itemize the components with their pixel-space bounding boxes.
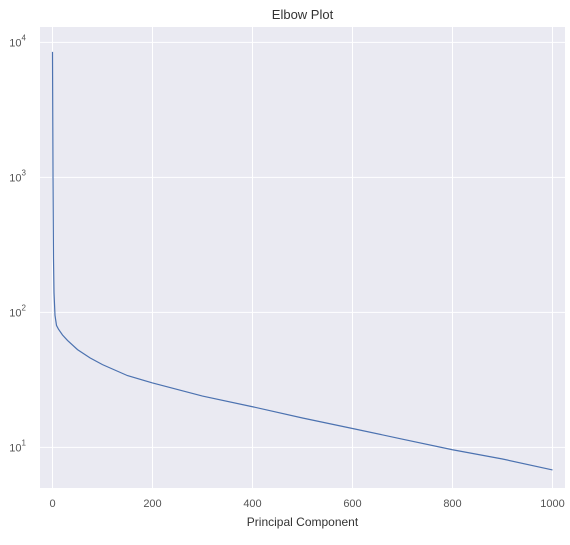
y-axis-ticks: 101 102 103 104 (9, 33, 26, 454)
x-axis-title: Principal Component (247, 515, 359, 529)
x-tick-label: 600 (343, 498, 361, 510)
y-tick-label: 101 (9, 438, 26, 454)
chart-title: Elbow Plot (272, 7, 334, 22)
y-tick-label: 103 (9, 168, 26, 184)
x-axis-ticks: 0 200 400 600 800 1000 (49, 498, 564, 510)
x-tick-label: 1000 (540, 498, 564, 510)
y-tick-label: 102 (9, 303, 26, 319)
x-tick-label: 800 (443, 498, 461, 510)
y-tick-label: 104 (9, 33, 26, 49)
x-tick-label: 200 (143, 498, 161, 510)
y-gridlines (40, 41, 565, 448)
x-tick-label: 400 (243, 498, 261, 510)
x-gridlines (52, 27, 553, 488)
plot-area (40, 27, 565, 488)
x-tick-label: 0 (49, 498, 55, 510)
series-line (51, 51, 553, 471)
